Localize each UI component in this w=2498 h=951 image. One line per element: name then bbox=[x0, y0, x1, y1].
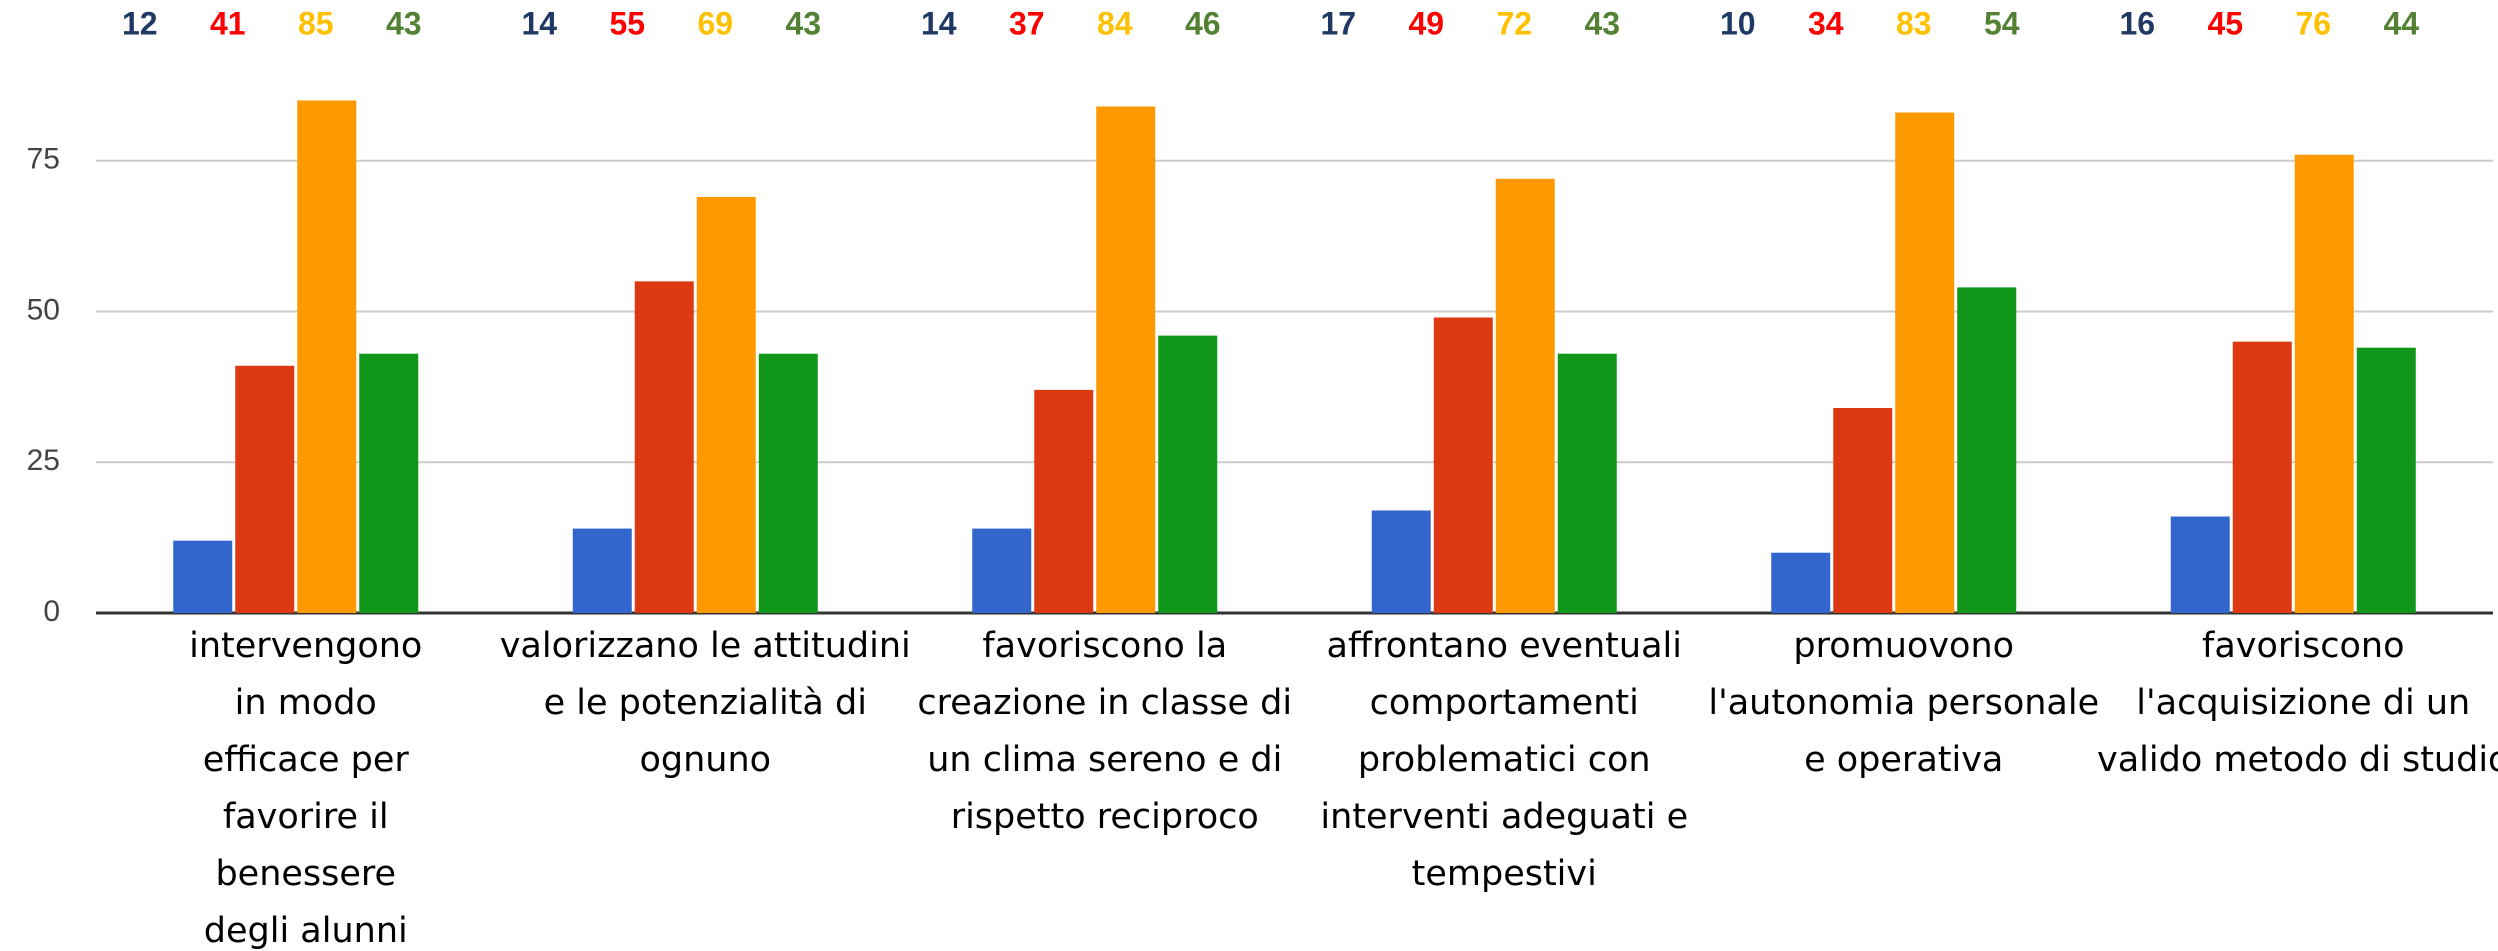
x-tick-label: favoriscono la creazione in classe di un… bbox=[917, 626, 1293, 837]
data-label: 41 bbox=[210, 5, 246, 41]
data-label: 69 bbox=[697, 5, 733, 41]
bar bbox=[1557, 353, 1617, 613]
bar bbox=[1433, 317, 1493, 613]
x-tick-label: valorizzano le attitudini e le potenzial… bbox=[499, 626, 911, 780]
data-label: 14 bbox=[921, 5, 957, 41]
data-label: 12 bbox=[122, 5, 158, 41]
bar bbox=[297, 100, 357, 613]
data-label: 83 bbox=[1896, 5, 1932, 41]
bar bbox=[1495, 178, 1555, 613]
data-label: 14 bbox=[521, 5, 557, 41]
data-label: 85 bbox=[298, 5, 334, 41]
data-label: 43 bbox=[1584, 5, 1620, 41]
data-label: 84 bbox=[1097, 5, 1133, 41]
bar bbox=[758, 353, 818, 613]
y-tick-label: 50 bbox=[27, 293, 60, 326]
y-tick-label: 25 bbox=[27, 444, 60, 477]
x-tick-label: affrontano eventuali comportamenti probl… bbox=[1320, 626, 1689, 894]
bar bbox=[1833, 407, 1893, 613]
data-label: 17 bbox=[1320, 5, 1356, 41]
data-label: 72 bbox=[1496, 5, 1532, 41]
bar bbox=[1771, 552, 1831, 613]
data-label: 43 bbox=[386, 5, 422, 41]
bar bbox=[1957, 287, 2017, 613]
bar bbox=[972, 528, 1032, 613]
y-tick-label: 0 bbox=[43, 595, 60, 628]
bar bbox=[2232, 341, 2292, 613]
x-tick-label: favoriscono l'acquisizione di un valido … bbox=[2097, 626, 2498, 780]
data-label: 45 bbox=[2207, 5, 2243, 41]
y-tick-label: 75 bbox=[27, 143, 60, 176]
data-label: 55 bbox=[609, 5, 645, 41]
bar bbox=[1034, 389, 1094, 613]
data-label: 37 bbox=[1009, 5, 1045, 41]
data-label: 46 bbox=[1185, 5, 1221, 41]
bar bbox=[1158, 335, 1218, 613]
bar bbox=[1371, 510, 1431, 613]
bar bbox=[359, 353, 419, 613]
bar bbox=[2356, 347, 2416, 613]
bar bbox=[1895, 112, 1955, 613]
data-label: 43 bbox=[785, 5, 821, 41]
x-tick-label: promuovono l'autonomia personale e opera… bbox=[1708, 626, 2100, 780]
data-label: 54 bbox=[1984, 5, 2020, 41]
bar bbox=[1096, 106, 1156, 613]
data-label: 16 bbox=[2119, 5, 2155, 41]
x-tick-label: intervengono in modo efficace per favori… bbox=[189, 626, 423, 951]
bar bbox=[235, 365, 295, 613]
bar bbox=[2170, 516, 2230, 613]
bar bbox=[634, 281, 694, 613]
data-label: 76 bbox=[2295, 5, 2331, 41]
bar bbox=[572, 528, 632, 613]
data-label: 49 bbox=[1408, 5, 1444, 41]
bar bbox=[2294, 154, 2354, 613]
data-label: 44 bbox=[2383, 5, 2419, 41]
bar bbox=[696, 196, 756, 613]
data-label: 10 bbox=[1720, 5, 1756, 41]
bar bbox=[173, 540, 233, 613]
data-label: 34 bbox=[1808, 5, 1844, 41]
